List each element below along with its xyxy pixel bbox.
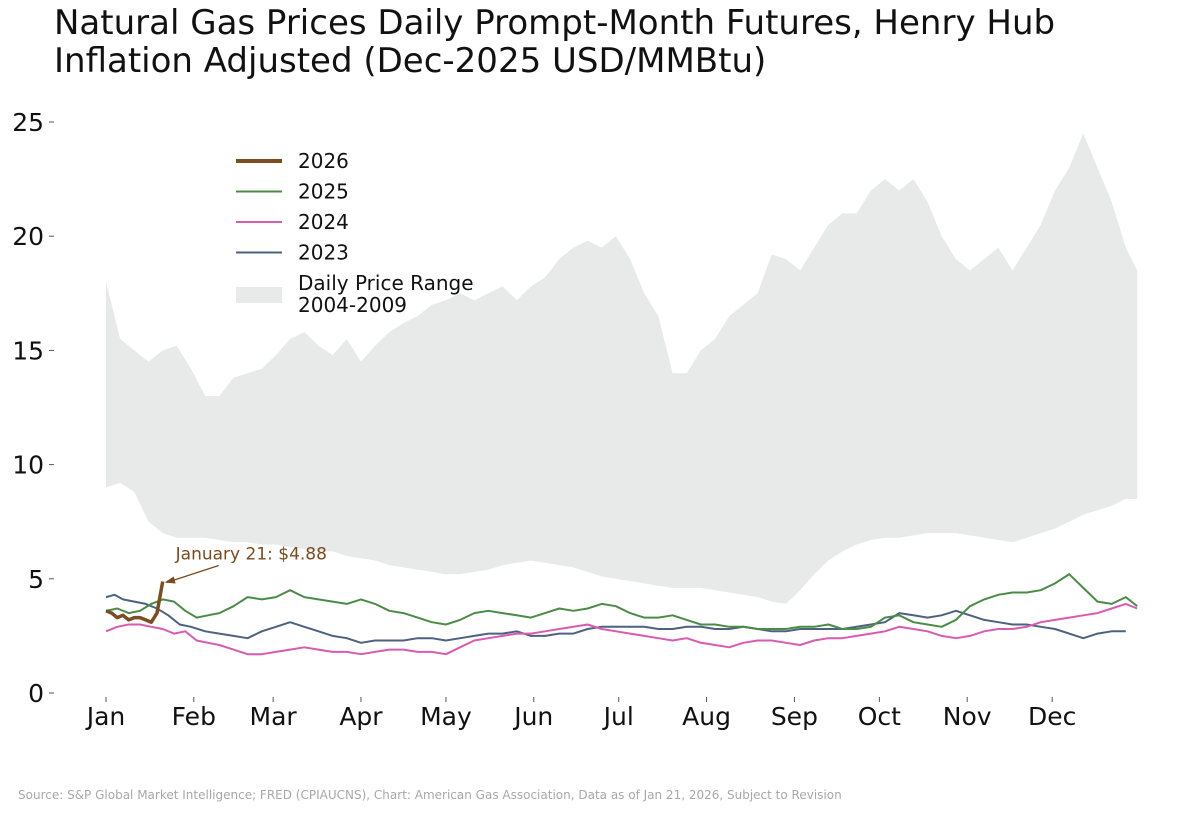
x-tick-label-feb: Feb — [172, 702, 216, 731]
legend-label-2023: 2023 — [298, 241, 349, 265]
range-layer — [106, 133, 1138, 604]
series-line-2023 — [105, 593, 1126, 644]
source-note: Source: S&P Global Market Intelligence; … — [18, 788, 842, 802]
legend-label-range-line-1: Daily Price Range — [298, 271, 474, 295]
annotation-layer: January 21: $4.88 — [164, 545, 327, 584]
chart-title: Natural Gas Prices Daily Prompt-Month Fu… — [54, 4, 1055, 80]
x-tick-label-sep: Sep — [771, 702, 818, 731]
series-layer — [105, 573, 1138, 656]
x-axis: Jan Feb Mar Apr May Jun Jul Aug Sep Oct Nov Dec — [85, 697, 1076, 731]
chart-title-line-1: Natural Gas Prices Daily Prompt-Month Fu… — [54, 3, 1056, 43]
series-line-2025 — [105, 573, 1138, 630]
price-range-band — [106, 133, 1138, 604]
y-tick-label-5: 5 — [28, 565, 44, 594]
series-line-2026 — [105, 581, 165, 624]
series-line-2024 — [105, 602, 1138, 656]
y-tick-label-10: 10 — [12, 451, 44, 480]
y-tick-label-15: 15 — [12, 336, 44, 365]
legend-label-2025: 2025 — [298, 180, 349, 204]
annotation-arrow-line — [166, 564, 219, 584]
x-tick-label-oct: Oct — [858, 702, 901, 731]
legend-swatch-range — [236, 287, 282, 303]
x-tick-label-nov: Nov — [943, 702, 992, 731]
y-tick-label-0: 0 — [28, 679, 44, 708]
chart-title-line-2: Inflation Adjusted (Dec-2025 USD/MMBtu) — [54, 41, 767, 81]
legend-label-2026: 2026 — [298, 149, 349, 173]
legend-label-2024: 2024 — [298, 210, 349, 234]
legend: 2026 2025 2024 2023 Daily Price Range2004-20… — [236, 149, 474, 317]
x-tick-label-jun: Jun — [512, 702, 553, 731]
x-tick-label-aug: Aug — [682, 702, 731, 731]
x-tick-label-mar: Mar — [250, 702, 298, 731]
x-tick-label-may: May — [420, 702, 472, 731]
annotation-arrow-head — [164, 576, 176, 584]
y-tick-label-20: 20 — [12, 222, 44, 251]
x-tick-label-jul: Jul — [602, 702, 634, 731]
y-axis: 0 5 10 15 20 25 — [12, 108, 54, 708]
x-tick-label-dec: Dec — [1028, 702, 1076, 731]
legend-label-range-line-2: 2004-2009 — [298, 293, 407, 317]
annotation-label: January 21: $4.88 — [175, 545, 327, 565]
y-tick-label-25: 25 — [12, 108, 44, 137]
x-tick-label-apr: Apr — [339, 702, 383, 731]
x-tick-label-jan: Jan — [85, 702, 126, 731]
